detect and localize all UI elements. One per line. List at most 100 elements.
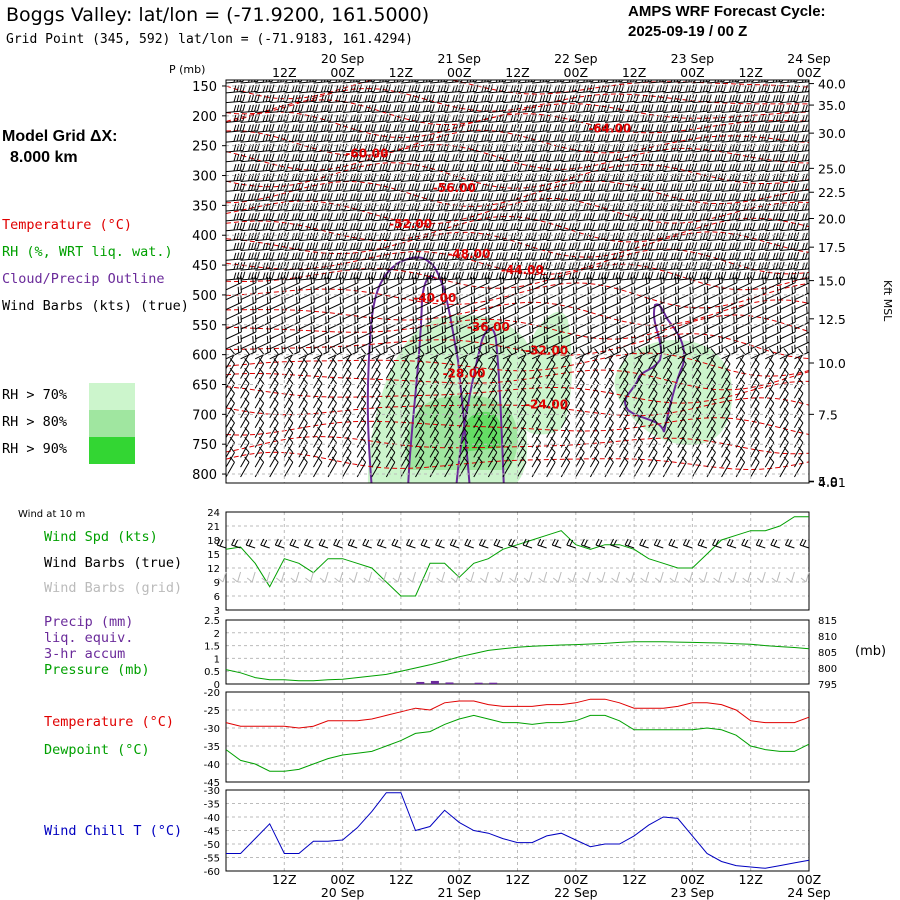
wind-barb-feather [673,213,677,221]
wind-barb-feather [746,104,750,112]
wind-barb-feather [583,173,587,181]
wind-barb-feather [254,94,257,102]
wind-barb-feather [472,124,476,132]
wind-barb-feather [373,84,377,92]
wind-barb-feather [490,222,494,230]
wind-barb-feather [644,153,648,161]
wind-barb-feather [309,153,313,161]
wind-barb-feather [262,95,266,103]
wind-barb-feather [635,133,639,141]
wind-barb-feather [746,163,750,171]
wind-barb-feather [440,203,444,211]
wind-barb-feather [772,134,776,142]
wind-barb-feather [539,193,543,201]
wind-barb-feather [708,202,712,210]
wind-barb-feather [239,242,243,250]
wind-barb-feather [560,133,563,142]
wind-barb-feather [781,202,785,210]
wind-barb-feather [723,143,727,151]
wind-barb-feather [732,153,735,161]
wind-barb-feather [708,242,712,250]
wind-barb-feather [796,182,800,191]
wind-barb-feather [659,252,663,260]
wind-barb-feather [804,163,808,171]
wind-barb-feather [461,114,464,122]
wind-barb-feather [589,183,593,191]
wind-barb-feather [597,223,601,231]
wind-barb-feather [475,143,479,151]
wind-barb-feather [752,104,756,112]
wind-barb-feather [242,163,246,171]
wind-barb-feather [545,143,549,151]
wind-barb-feather [761,232,765,240]
temp-label: Temperature (°C) [44,714,175,730]
wind-barb-feather [323,163,327,171]
wind-barb-feather [778,104,782,112]
wind-barb-feather [767,182,771,191]
wind-barb-feather [676,104,680,112]
wind-barb-feather [440,94,444,102]
wind-barb-feather [254,143,257,151]
wind-barb-feather [408,95,412,103]
wind-barb-feather [554,134,558,142]
wind-barb-feather [312,133,316,142]
wind-barb-feather [461,163,464,171]
wind-barb-feather [475,261,479,269]
wind-barb-feather [359,123,362,131]
wind-barb-feather [787,134,791,142]
wind-barb-feather [385,104,389,112]
wind-barb-feather [533,143,537,151]
wind-barb-feather [714,144,718,152]
wind-barb-feather [359,202,362,210]
wind-barb-feather [379,233,383,241]
wind-barb-feather [414,114,418,122]
wind-barb-feather [504,202,508,210]
wind-barb-feather [443,84,447,92]
wind-barb-feather [294,80,297,83]
cloud-outline-main [366,256,471,483]
wind-barb-feather [627,85,630,93]
wind-barb-feather [641,223,645,231]
wind-barb-feather [557,173,560,181]
wind-barb-feather [612,183,616,191]
wind-barb-feather [481,114,485,122]
wind-barb-feather [443,173,447,181]
wind-barb [765,94,785,104]
wind-barb-feather [382,173,386,181]
wind-barb-feather [752,153,756,161]
wind-barb-feather [239,163,243,171]
wind-barb-feather [402,261,406,269]
wind-barb-feather [533,251,537,259]
wind-barb-feather [239,202,243,210]
wind-barb-feather [411,232,415,240]
wind-barb-feather [277,252,281,260]
wind-barb-feather [455,94,458,102]
wind-barb-feather [393,233,397,241]
wind-barb-feather [329,173,333,181]
wind-barb-feather [320,203,324,211]
wind-barb-feather [758,134,762,142]
wind-barb-feather [254,242,257,250]
wind-barb-feather [699,203,703,211]
wind-barb-feather [764,163,768,171]
wind-barb-feather [268,242,272,250]
wind-barb-feather [676,80,679,82]
wind-barb-feather [694,123,698,131]
wind-barb-feather [257,143,260,151]
wind-barb-feather [257,163,260,171]
wind-barb-feather [676,202,680,210]
wind-barb-feather [498,94,502,102]
wind-barb-feather [592,222,596,230]
wind-barb-feather [527,203,531,211]
wind-barb [298,104,319,114]
wind-barb-feather [501,163,505,171]
wind-barb-feather [323,134,327,142]
wind-barb-feather [359,251,362,259]
wind-barb-feather [335,262,339,270]
wind-barb-feather [323,203,327,211]
wind-barb-feather [729,193,732,201]
wind-barb-feather [484,134,488,142]
wind-barb-feather [723,133,727,141]
wind-barb-feather [428,193,432,201]
wind-barb-feather [694,202,698,210]
